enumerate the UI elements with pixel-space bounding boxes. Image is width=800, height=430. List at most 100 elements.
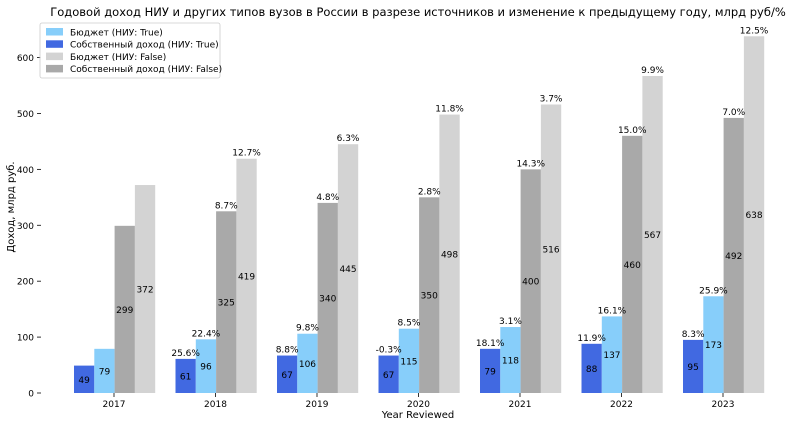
bar-value-label: 106 <box>299 360 316 370</box>
x-axis-label: Year Reviewed <box>381 410 455 421</box>
bar-value-label: 445 <box>339 265 356 275</box>
bar-value-label: 516 <box>542 245 559 255</box>
y-tick-label: 200 <box>17 278 34 288</box>
y-tick-label: 0 <box>28 390 34 400</box>
bar-change-label: 11.8% <box>435 105 464 115</box>
bar <box>236 158 257 393</box>
bar <box>114 225 135 393</box>
x-tick-label: 2019 <box>306 400 329 410</box>
bar-value-label: 350 <box>421 292 438 302</box>
bar <box>642 75 663 393</box>
bar-value-label: 400 <box>522 278 539 288</box>
x-axis: 2017 2018 2019 2020 2021 2022 2023 <box>103 393 735 410</box>
bar-value-label: 115 <box>400 357 417 367</box>
bar-change-label: 14.3% <box>516 159 545 169</box>
legend-swatch <box>46 52 63 61</box>
bar-change-label: 3.1% <box>499 317 522 327</box>
x-tick-label: 2018 <box>204 400 227 410</box>
bar <box>378 355 399 393</box>
bar-change-label: 18.1% <box>476 339 505 349</box>
bar <box>540 104 562 393</box>
legend: Бюджет (НИУ: True) Собственный доход (НИУ… <box>39 22 222 79</box>
chart-title: Годовой доход НИУ и других типов вузов в… <box>50 5 786 19</box>
legend-label: Бюджет (НИУ: False) <box>70 53 166 63</box>
bar-value-label: 79 <box>99 367 111 377</box>
y-axis-label: Доход, млрд руб. <box>6 161 17 252</box>
bar <box>683 339 704 393</box>
bar-value-label: 492 <box>725 252 742 262</box>
bar <box>743 36 765 394</box>
bar <box>175 358 196 393</box>
legend-label: Собственный доход (НИУ: True) <box>70 41 219 51</box>
bar-value-label: 638 <box>745 211 762 221</box>
bar-value-label: 49 <box>78 376 90 386</box>
bar <box>195 339 217 393</box>
bar <box>134 185 156 393</box>
legend-swatch <box>46 64 63 73</box>
bar-value-label: 67 <box>281 371 292 381</box>
bar-change-label: 6.3% <box>337 134 360 144</box>
y-axis: 0 100 200 300 400 500 600 <box>17 54 41 400</box>
bar <box>74 365 95 393</box>
bar-value-label: 460 <box>624 261 641 271</box>
y-tick-label: 600 <box>17 54 34 64</box>
x-tick-label: 2020 <box>407 400 430 410</box>
bar-value-label: 118 <box>502 357 519 367</box>
legend-swatch <box>46 40 63 48</box>
y-tick-label: 300 <box>17 222 34 232</box>
bar-change-label: -0.3% <box>376 346 403 356</box>
bar-value-label: 299 <box>116 306 133 316</box>
x-tick-label: 2022 <box>610 400 633 410</box>
bar-change-label: 8.8% <box>276 346 299 356</box>
bar-change-label: 8.3% <box>682 330 705 340</box>
bar-change-label: 2.8% <box>418 187 441 197</box>
bar <box>398 328 420 393</box>
bar-change-label: 16.1% <box>598 306 627 316</box>
bar <box>439 114 460 393</box>
bar-value-label: 498 <box>441 250 458 260</box>
bar <box>581 343 602 393</box>
bar <box>703 296 724 393</box>
legend-label: Собственный доход (НИУ: False) <box>70 65 222 75</box>
bar <box>317 202 338 393</box>
bar <box>297 333 318 393</box>
bar-change-label: 7.0% <box>722 108 745 118</box>
bar-change-label: 8.7% <box>215 201 238 211</box>
bar-value-label: 79 <box>484 367 496 377</box>
bar-value-label: 340 <box>319 294 336 304</box>
bar-change-label: 11.9% <box>577 334 606 344</box>
bar-value-label: 96 <box>200 363 212 373</box>
bar-change-label: 25.9% <box>699 286 728 296</box>
bar-change-label: 9.9% <box>641 66 664 76</box>
bar <box>277 355 298 393</box>
bar-value-label: 88 <box>586 365 598 375</box>
legend-label: Бюджет (НИУ: True) <box>70 28 163 38</box>
bar-change-label: 12.7% <box>232 149 261 159</box>
bar-change-label: 12.5% <box>740 26 769 36</box>
bar-value-label: 67 <box>383 371 394 381</box>
bar-value-label: 325 <box>218 299 235 309</box>
bar <box>500 327 521 393</box>
x-tick-label: 2023 <box>712 400 735 410</box>
bar-change-label: 15.0% <box>618 126 647 136</box>
bar <box>723 117 744 393</box>
bar-value-label: 61 <box>180 372 191 382</box>
y-tick-label: 400 <box>17 166 34 176</box>
bar <box>520 169 541 393</box>
bar-value-label: 567 <box>644 231 661 241</box>
legend-box <box>39 22 221 79</box>
bar-value-label: 419 <box>238 272 255 282</box>
x-tick-label: 2017 <box>103 400 126 410</box>
bar <box>419 197 440 393</box>
bar-group <box>74 36 765 394</box>
bar-value-label: 372 <box>136 286 153 296</box>
bar-value-label: 95 <box>687 363 698 373</box>
bar-value-label: 137 <box>603 351 620 361</box>
bar-value-label: 173 <box>705 341 722 351</box>
x-tick-label: 2021 <box>509 400 532 410</box>
bar <box>601 316 623 393</box>
bar <box>216 211 237 393</box>
bar-change-label: 8.5% <box>398 319 421 329</box>
bar <box>337 144 359 393</box>
